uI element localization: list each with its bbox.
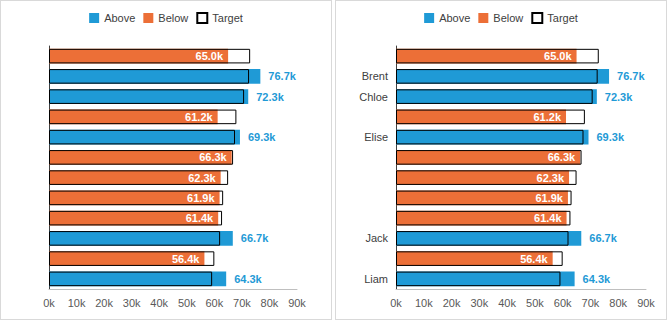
svg-text:64.3k: 64.3k <box>234 273 262 285</box>
svg-text:72.3k: 72.3k <box>256 91 284 103</box>
svg-text:76.7k: 76.7k <box>268 70 296 82</box>
svg-text:90k: 90k <box>288 297 306 309</box>
svg-text:50k: 50k <box>526 297 544 309</box>
svg-text:40k: 40k <box>498 297 516 309</box>
svg-text:10k: 10k <box>68 297 86 309</box>
svg-text:30k: 30k <box>123 297 141 309</box>
svg-text:80k: 80k <box>261 297 279 309</box>
svg-text:66.7k: 66.7k <box>241 232 269 244</box>
svg-text:66.7k: 66.7k <box>589 232 617 244</box>
svg-text:30k: 30k <box>470 297 488 309</box>
svg-text:Jack: Jack <box>365 232 388 244</box>
svg-text:72.3k: 72.3k <box>605 91 633 103</box>
svg-text:0k: 0k <box>390 297 402 309</box>
svg-text:69.3k: 69.3k <box>597 131 625 143</box>
svg-text:Below: Below <box>493 12 523 24</box>
svg-text:Target: Target <box>212 12 243 24</box>
svg-text:80k: 80k <box>609 297 627 309</box>
svg-text:0k: 0k <box>43 297 55 309</box>
svg-text:20k: 20k <box>443 297 461 309</box>
svg-text:64.3k: 64.3k <box>583 273 611 285</box>
svg-text:Below: Below <box>158 12 188 24</box>
svg-text:50k: 50k <box>178 297 196 309</box>
svg-text:10k: 10k <box>415 297 433 309</box>
svg-text:20k: 20k <box>95 297 113 309</box>
svg-text:Elise: Elise <box>364 131 388 143</box>
svg-text:Above: Above <box>104 12 135 24</box>
svg-text:60k: 60k <box>205 297 223 309</box>
svg-text:76.7k: 76.7k <box>617 70 645 82</box>
svg-text:Brent: Brent <box>362 70 388 82</box>
svg-text:60k: 60k <box>554 297 572 309</box>
svg-text:Target: Target <box>547 12 578 24</box>
svg-text:Liam: Liam <box>364 273 388 285</box>
svg-text:40k: 40k <box>150 297 168 309</box>
svg-text:70k: 70k <box>582 297 600 309</box>
svg-text:Chloe: Chloe <box>359 91 388 103</box>
svg-text:90k: 90k <box>637 297 655 309</box>
svg-text:70k: 70k <box>233 297 251 309</box>
svg-text:Above: Above <box>439 12 470 24</box>
svg-text:69.3k: 69.3k <box>248 131 276 143</box>
